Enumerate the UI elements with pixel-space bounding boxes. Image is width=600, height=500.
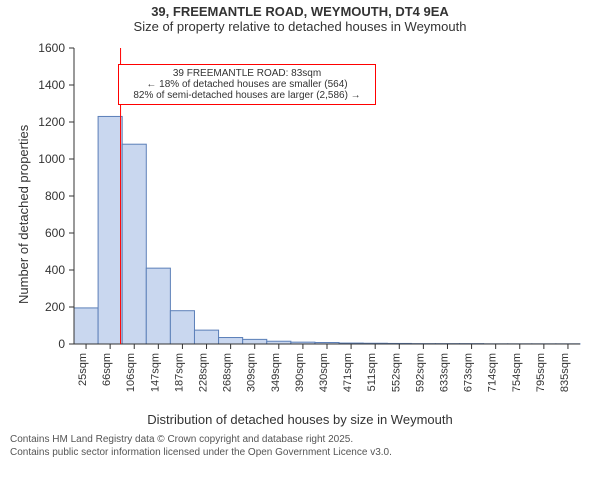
annotation-line-2: ← 18% of detached houses are smaller (56… bbox=[125, 79, 369, 90]
annotation-box: 39 FREEMANTLE ROAD: 83sqm ← 18% of detac… bbox=[118, 64, 376, 105]
x-axis-label: Distribution of detached houses by size … bbox=[0, 412, 600, 427]
title-line2: Size of property relative to detached ho… bbox=[0, 19, 600, 34]
annotation-line-3: 82% of semi-detached houses are larger (… bbox=[125, 90, 369, 101]
svg-text:147sqm: 147sqm bbox=[149, 353, 161, 392]
svg-text:600: 600 bbox=[45, 226, 65, 240]
chart-area: Number of detached properties 0 200 400 600… bbox=[10, 40, 590, 410]
svg-text:200: 200 bbox=[45, 300, 65, 314]
svg-text:1000: 1000 bbox=[38, 152, 65, 166]
svg-text:349sqm: 349sqm bbox=[270, 353, 282, 392]
svg-text:400: 400 bbox=[45, 263, 65, 277]
svg-text:835sqm: 835sqm bbox=[559, 353, 571, 392]
svg-text:106sqm: 106sqm bbox=[125, 353, 137, 392]
svg-text:66sqm: 66sqm bbox=[101, 353, 113, 386]
svg-text:25sqm: 25sqm bbox=[77, 353, 89, 386]
svg-text:471sqm: 471sqm bbox=[342, 353, 354, 392]
svg-text:800: 800 bbox=[45, 189, 65, 203]
svg-text:0: 0 bbox=[58, 337, 65, 351]
y-axis-label: Number of detached properties bbox=[16, 125, 31, 304]
svg-text:1400: 1400 bbox=[38, 78, 65, 92]
svg-text:1200: 1200 bbox=[38, 115, 65, 129]
svg-text:187sqm: 187sqm bbox=[173, 353, 185, 392]
svg-text:795sqm: 795sqm bbox=[535, 353, 547, 392]
footer: Contains HM Land Registry data © Crown c… bbox=[10, 433, 590, 459]
annotation-line-1: 39 FREEMANTLE ROAD: 83sqm bbox=[125, 68, 369, 79]
svg-text:714sqm: 714sqm bbox=[487, 353, 499, 392]
svg-text:309sqm: 309sqm bbox=[246, 353, 258, 392]
svg-text:1600: 1600 bbox=[38, 41, 65, 55]
svg-text:228sqm: 228sqm bbox=[198, 353, 210, 392]
svg-text:754sqm: 754sqm bbox=[511, 353, 523, 392]
footer-line-2: Contains public sector information licen… bbox=[10, 446, 590, 459]
svg-text:592sqm: 592sqm bbox=[414, 353, 426, 392]
svg-text:430sqm: 430sqm bbox=[318, 353, 330, 392]
svg-text:633sqm: 633sqm bbox=[438, 353, 450, 392]
footer-line-1: Contains HM Land Registry data © Crown c… bbox=[10, 433, 590, 446]
svg-text:511sqm: 511sqm bbox=[366, 353, 378, 391]
svg-text:552sqm: 552sqm bbox=[390, 353, 402, 392]
svg-text:268sqm: 268sqm bbox=[222, 353, 234, 392]
svg-text:673sqm: 673sqm bbox=[463, 353, 475, 392]
title-line1: 39, FREEMANTLE ROAD, WEYMOUTH, DT4 9EA bbox=[0, 4, 600, 19]
svg-text:390sqm: 390sqm bbox=[294, 353, 306, 392]
